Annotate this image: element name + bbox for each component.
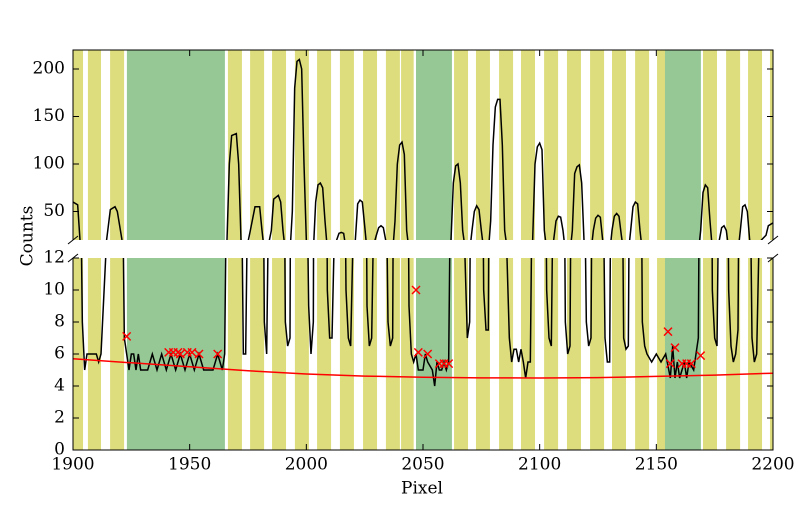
y-tick-label: 10: [43, 280, 65, 300]
band: [110, 50, 125, 240]
band: [769, 50, 773, 240]
band: [272, 258, 287, 450]
y-tick-label: 150: [33, 106, 65, 126]
x-tick-label: 2100: [518, 455, 561, 475]
band: [703, 258, 717, 450]
band: [612, 258, 626, 450]
y-tick-label: 100: [33, 154, 65, 174]
band: [544, 50, 559, 240]
band: [401, 50, 414, 240]
marker: [122, 331, 132, 341]
marker: [665, 359, 675, 369]
marker: [444, 359, 454, 369]
band: [748, 258, 763, 450]
band: [726, 50, 741, 240]
band: [612, 50, 626, 240]
band: [454, 258, 469, 450]
y-tick-label: 2: [54, 408, 65, 428]
marker: [423, 349, 433, 359]
line: [73, 58, 773, 240]
x-tick-label: 2200: [751, 455, 794, 475]
band: [87, 50, 101, 240]
marker: [413, 347, 423, 357]
y-tick-label: 0: [54, 440, 65, 460]
band: [363, 258, 378, 450]
marker: [670, 343, 680, 353]
y-tick-label: 50: [43, 201, 65, 221]
axis-break: [767, 235, 779, 245]
x-tick-label: 2150: [635, 455, 678, 475]
band: [385, 258, 400, 450]
green-band: [664, 50, 701, 240]
y-tick-label: 4: [54, 376, 65, 396]
band: [401, 258, 414, 450]
band: [703, 50, 717, 240]
marker: [175, 349, 185, 359]
band: [475, 50, 490, 240]
band: [590, 50, 605, 240]
y-tick-label: 8: [54, 312, 65, 332]
axis-break: [67, 235, 79, 245]
y-tick-label: 200: [33, 59, 65, 79]
band: [227, 50, 242, 240]
marker: [411, 285, 421, 295]
band: [521, 50, 535, 240]
band: [635, 258, 650, 450]
band: [499, 50, 514, 240]
x-tick-label: 1900: [51, 455, 94, 475]
band: [566, 50, 581, 240]
marker: [187, 347, 197, 357]
green-band: [126, 50, 225, 240]
band: [475, 258, 490, 450]
green-band: [416, 258, 452, 450]
marker: [696, 351, 706, 361]
band: [294, 258, 309, 450]
green-band: [664, 258, 701, 450]
band: [339, 50, 354, 240]
y-tick-label: 6: [54, 344, 65, 364]
band: [385, 50, 400, 240]
band: [339, 258, 354, 450]
band: [250, 50, 265, 240]
band: [272, 50, 287, 240]
green-band: [416, 50, 452, 240]
y-tick-label: 12: [43, 248, 65, 268]
band: [566, 258, 581, 450]
y-axis-label: Counts: [18, 206, 38, 267]
line: [73, 254, 773, 255]
band: [317, 258, 332, 450]
band: [317, 50, 332, 240]
x-tick-label: 1950: [168, 455, 211, 475]
marker: [194, 349, 204, 359]
x-axis-label: Pixel: [401, 479, 443, 499]
x-tick-label: 2050: [401, 455, 444, 475]
band: [590, 258, 605, 450]
band: [227, 258, 242, 450]
band: [454, 50, 469, 240]
band: [73, 50, 84, 240]
line: [80, 258, 760, 387]
band: [363, 50, 378, 240]
marker: [686, 359, 696, 369]
band: [635, 50, 650, 240]
band: [499, 258, 514, 450]
band: [748, 50, 763, 240]
band: [110, 258, 125, 450]
band: [521, 258, 535, 450]
band: [250, 258, 265, 450]
line: [73, 358, 773, 379]
marker: [663, 327, 673, 337]
marker: [213, 349, 223, 359]
x-tick-label: 2000: [285, 455, 328, 475]
